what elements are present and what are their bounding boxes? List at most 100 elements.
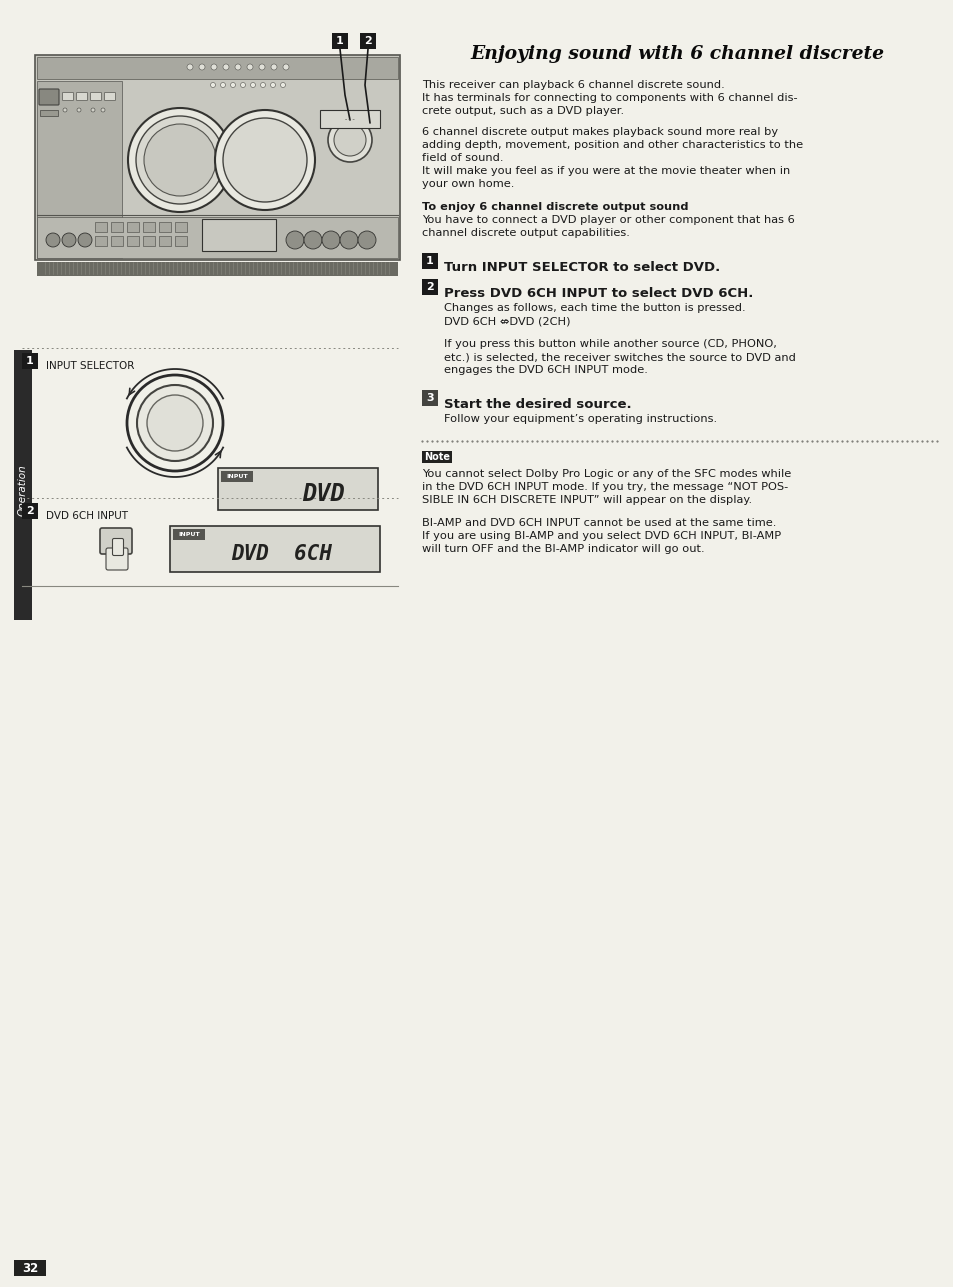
Bar <box>143 221 154 232</box>
Circle shape <box>199 64 205 69</box>
Circle shape <box>247 64 253 69</box>
Circle shape <box>231 82 235 88</box>
FancyBboxPatch shape <box>76 93 88 100</box>
Text: Operation: Operation <box>18 465 28 516</box>
Text: BI-AMP and DVD 6CH INPUT cannot be used at the same time.: BI-AMP and DVD 6CH INPUT cannot be used … <box>421 517 776 528</box>
Text: 32: 32 <box>22 1261 38 1274</box>
Circle shape <box>144 124 215 196</box>
Text: Note: Note <box>423 452 450 462</box>
Text: Follow your equipment’s operating instructions.: Follow your equipment’s operating instru… <box>443 414 717 423</box>
Text: 3: 3 <box>426 393 434 403</box>
FancyBboxPatch shape <box>39 89 59 106</box>
Bar <box>174 221 187 232</box>
FancyBboxPatch shape <box>112 538 123 556</box>
Bar <box>159 221 171 232</box>
Text: INPUT: INPUT <box>226 474 248 479</box>
Circle shape <box>78 233 91 247</box>
Text: SIBLE IN 6CH DISCRETE INPUT” will appear on the display.: SIBLE IN 6CH DISCRETE INPUT” will appear… <box>421 495 751 505</box>
Bar <box>14 350 32 620</box>
FancyBboxPatch shape <box>63 93 73 100</box>
Text: channel discrete output capabilities.: channel discrete output capabilities. <box>421 228 629 238</box>
Text: If you press this button while another source (CD, PHONO,: If you press this button while another s… <box>443 338 776 349</box>
Circle shape <box>101 108 105 112</box>
Text: INPUT: INPUT <box>178 532 199 537</box>
Text: your own home.: your own home. <box>421 179 514 189</box>
Bar <box>22 503 38 519</box>
Text: will turn OFF and the BI-AMP indicator will go out.: will turn OFF and the BI-AMP indicator w… <box>421 544 704 553</box>
Text: crete output, such as a DVD player.: crete output, such as a DVD player. <box>421 106 623 116</box>
Bar <box>111 221 123 232</box>
FancyBboxPatch shape <box>105 93 115 100</box>
Bar <box>40 109 58 116</box>
FancyBboxPatch shape <box>91 93 101 100</box>
Circle shape <box>258 64 265 69</box>
Circle shape <box>271 82 275 88</box>
Circle shape <box>63 108 67 112</box>
Text: You cannot select Dolby Pro Logic or any of the SFC modes while: You cannot select Dolby Pro Logic or any… <box>421 468 790 479</box>
Bar <box>14 1260 46 1275</box>
Circle shape <box>77 108 81 112</box>
Text: engages the DVD 6CH INPUT mode.: engages the DVD 6CH INPUT mode. <box>443 366 647 375</box>
Bar <box>95 221 107 232</box>
Bar <box>159 236 171 246</box>
Circle shape <box>240 82 245 88</box>
Bar <box>218 468 377 510</box>
Circle shape <box>357 230 375 248</box>
Text: This receiver can playback 6 channel discrete sound.: This receiver can playback 6 channel dis… <box>421 80 724 90</box>
Bar <box>95 236 107 246</box>
Circle shape <box>211 82 215 88</box>
Bar <box>359 33 375 49</box>
Text: INPUT SELECTOR: INPUT SELECTOR <box>46 360 134 371</box>
Text: 2: 2 <box>426 282 434 292</box>
Circle shape <box>187 64 193 69</box>
Circle shape <box>260 82 265 88</box>
Bar <box>421 279 437 295</box>
Bar <box>170 526 379 571</box>
Circle shape <box>127 375 223 471</box>
Text: It has terminals for connecting to components with 6 channel dis-: It has terminals for connecting to compo… <box>421 93 797 103</box>
Bar <box>37 57 397 79</box>
FancyBboxPatch shape <box>319 109 379 127</box>
Bar <box>37 263 397 275</box>
Text: It will make you feel as if you were at the movie theater when in: It will make you feel as if you were at … <box>421 166 789 176</box>
Circle shape <box>280 82 285 88</box>
Circle shape <box>211 64 216 69</box>
Bar <box>421 254 437 269</box>
Circle shape <box>62 233 76 247</box>
Text: 2: 2 <box>26 506 34 516</box>
Bar <box>111 236 123 246</box>
Text: etc.) is selected, the receiver switches the source to DVD and: etc.) is selected, the receiver switches… <box>443 353 795 362</box>
Bar <box>332 33 348 49</box>
Bar <box>37 218 397 257</box>
Text: DVD 6CH ⇎DVD (2CH): DVD 6CH ⇎DVD (2CH) <box>443 317 570 326</box>
Circle shape <box>271 64 276 69</box>
Bar <box>172 529 205 541</box>
Circle shape <box>223 118 307 202</box>
FancyBboxPatch shape <box>106 548 128 570</box>
Text: DVD: DVD <box>301 483 344 506</box>
Text: DVD 6CH INPUT: DVD 6CH INPUT <box>46 511 128 521</box>
Circle shape <box>251 82 255 88</box>
Circle shape <box>286 230 304 248</box>
Circle shape <box>304 230 322 248</box>
Text: Start the desired source.: Start the desired source. <box>443 398 631 411</box>
FancyBboxPatch shape <box>35 55 399 260</box>
Circle shape <box>91 108 95 112</box>
Text: DVD  6CH: DVD 6CH <box>232 544 333 564</box>
Circle shape <box>234 64 241 69</box>
Bar <box>221 471 253 483</box>
Bar <box>421 390 437 405</box>
Circle shape <box>322 230 339 248</box>
Circle shape <box>334 124 366 156</box>
Bar <box>127 236 139 246</box>
Circle shape <box>283 64 289 69</box>
Text: To enjoy 6 channel discrete output sound: To enjoy 6 channel discrete output sound <box>421 202 688 212</box>
Text: Enjoying sound with 6 channel discrete: Enjoying sound with 6 channel discrete <box>470 45 883 63</box>
Circle shape <box>328 118 372 162</box>
Text: Changes as follows, each time the button is pressed.: Changes as follows, each time the button… <box>443 302 745 313</box>
Text: ---: --- <box>343 116 356 122</box>
Text: Turn INPUT SELECTOR to select DVD.: Turn INPUT SELECTOR to select DVD. <box>443 261 720 274</box>
Text: 1: 1 <box>426 256 434 266</box>
Text: 1: 1 <box>335 36 343 46</box>
Bar <box>421 450 452 463</box>
